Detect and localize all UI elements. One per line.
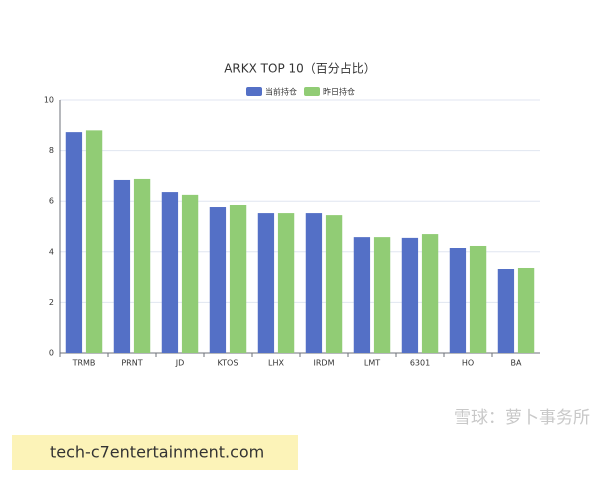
- x-tick-label: IRDM: [314, 359, 335, 368]
- x-tick-label: PRNT: [121, 359, 142, 368]
- bar: [421, 234, 439, 353]
- legend-swatch: [304, 87, 320, 96]
- legend-label: 当前持仓: [265, 87, 297, 97]
- y-tick-label: 0: [49, 349, 54, 358]
- bar: [133, 178, 151, 353]
- x-tick-label: LHX: [268, 359, 284, 368]
- watermark: 雪球：萝卜事务所: [454, 408, 590, 428]
- x-tick-label: JD: [175, 359, 185, 368]
- bar: [229, 204, 247, 353]
- x-tick-label: HO: [462, 359, 474, 368]
- bar: [401, 237, 419, 353]
- y-tick-label: 4: [49, 247, 54, 256]
- y-tick-label: 8: [49, 146, 54, 155]
- x-tick-label: KTOS: [218, 359, 239, 368]
- legend-label: 昨日持仓: [323, 87, 355, 97]
- x-tick-label: LMT: [364, 359, 380, 368]
- chart-title: ARKX TOP 10（百分占比）: [224, 61, 376, 76]
- y-tick-label: 2: [49, 298, 54, 307]
- bar: [209, 207, 227, 353]
- site-text: tech-c7entertainment.com: [50, 443, 264, 462]
- bar: [85, 130, 103, 353]
- legend-swatch: [246, 87, 262, 96]
- bar: [277, 213, 295, 353]
- bar: [497, 269, 515, 353]
- bar: [161, 192, 179, 353]
- bar: [305, 213, 323, 353]
- x-tick-label: TRMB: [72, 359, 96, 368]
- x-tick-label: 6301: [410, 359, 430, 368]
- site-banner: [12, 435, 298, 470]
- bar: [469, 245, 487, 353]
- bar: [517, 267, 535, 353]
- bar: [325, 215, 343, 353]
- y-tick-label: 10: [44, 96, 54, 105]
- bar: [373, 237, 391, 353]
- y-tick-label: 6: [49, 197, 54, 206]
- bar: [449, 248, 467, 353]
- x-tick-label: BA: [511, 359, 522, 368]
- bar: [113, 179, 131, 353]
- bar: [181, 194, 199, 353]
- bar: [353, 237, 371, 353]
- bar: [65, 132, 83, 353]
- bar: [257, 213, 275, 353]
